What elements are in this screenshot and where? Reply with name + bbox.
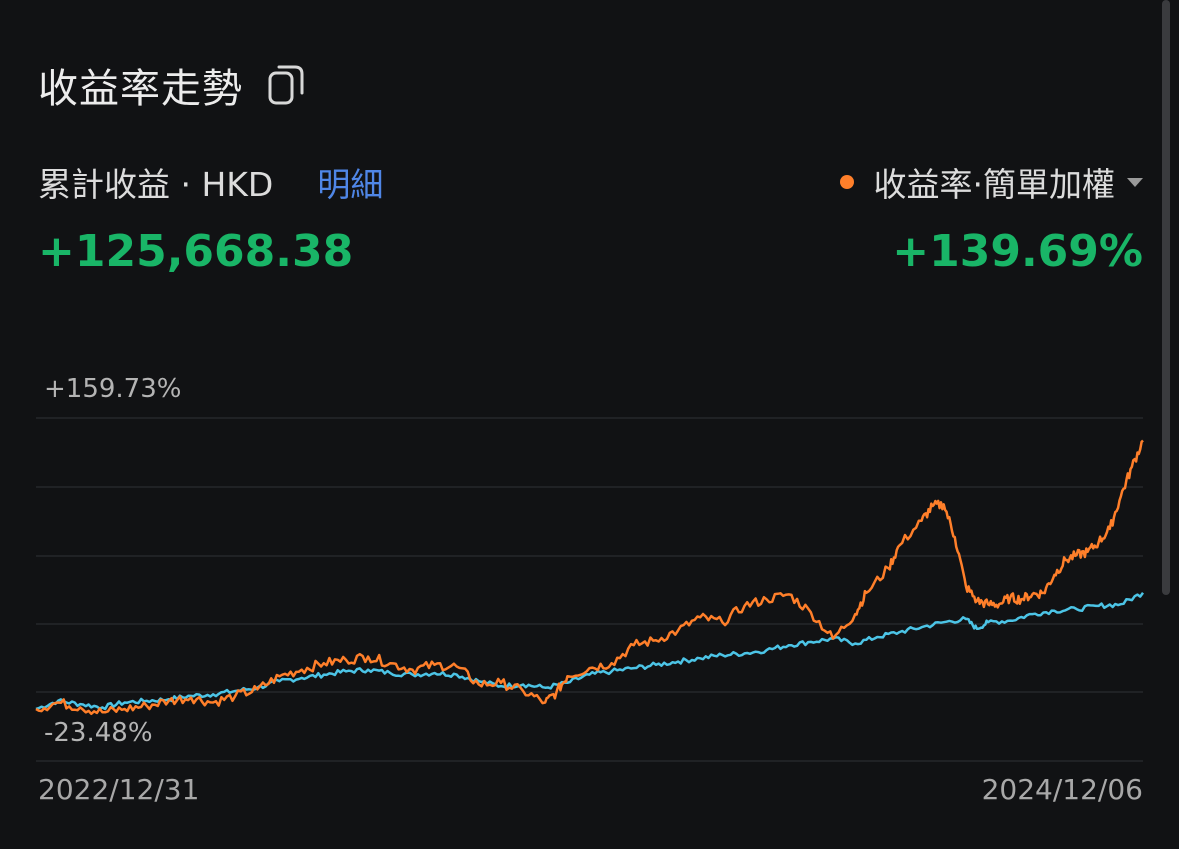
cumulative-row: 累計收益 · HKD 明細 xyxy=(38,158,383,206)
rate-value: +139.69% xyxy=(892,226,1143,277)
portfolio-legend-dot xyxy=(839,175,854,189)
cumulative-value: +125,668.38 xyxy=(38,226,354,277)
title-row: 收益率走勢 xyxy=(38,56,307,114)
rate-type-label: 收益率·簡單加權 xyxy=(873,165,1116,204)
rate-selector[interactable]: 收益率·簡單加權 xyxy=(839,158,1143,206)
copy-icon[interactable] xyxy=(267,63,307,107)
dropdown-caret-icon xyxy=(1127,177,1143,187)
portfolio-return-line xyxy=(35,439,1144,716)
x-axis-end-label: 2024/12/06 xyxy=(981,773,1143,806)
page-title: 收益率走勢 xyxy=(38,66,243,112)
y-axis-min-label: -23.48% xyxy=(44,718,153,748)
scrollbar[interactable] xyxy=(1162,0,1170,595)
x-axis-start-label: 2022/12/31 xyxy=(38,773,200,806)
detail-link[interactable]: 明細 xyxy=(317,165,384,204)
cumulative-label: 累計收益 · HKD xyxy=(38,165,274,204)
y-axis-max-label: +159.73% xyxy=(44,374,182,404)
benchmark-return-line xyxy=(35,592,1145,711)
